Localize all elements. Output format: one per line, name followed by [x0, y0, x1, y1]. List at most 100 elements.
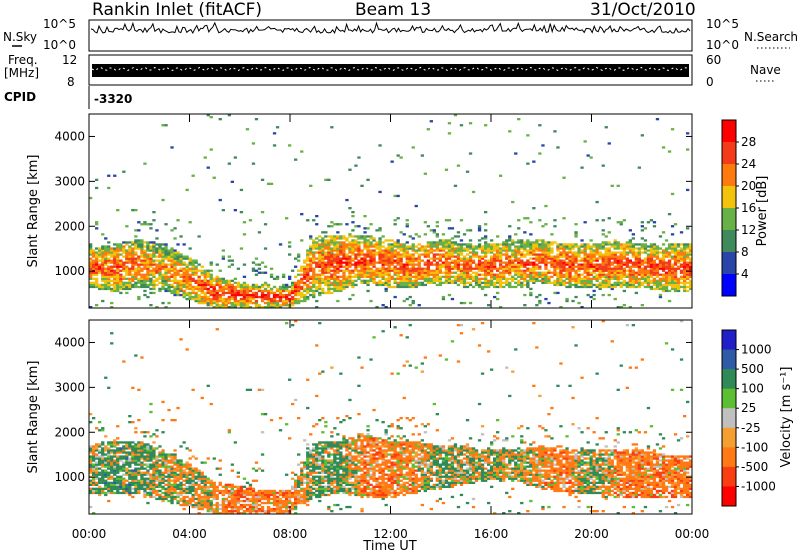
heatmap-cell — [173, 273, 177, 276]
heatmap-cell — [98, 477, 102, 480]
heatmap-cell — [471, 190, 476, 194]
heatmap-cell — [640, 277, 644, 280]
heatmap-cell — [342, 275, 346, 278]
heatmap-cell — [363, 269, 367, 272]
heatmap-cell — [559, 243, 563, 246]
heatmap-cell — [526, 259, 530, 262]
heatmap-cell — [137, 271, 141, 274]
heatmap-cell — [583, 279, 587, 282]
heatmap-cell — [89, 447, 93, 450]
heatmap-cell — [634, 261, 638, 264]
heatmap-cell — [194, 297, 198, 301]
heatmap-cell — [116, 249, 120, 252]
heatmap-cell — [188, 465, 192, 468]
heatmap-cell — [95, 269, 99, 272]
heatmap-cell — [676, 261, 681, 264]
heatmap-cell — [194, 261, 198, 264]
heatmap-cell — [369, 249, 373, 252]
heatmap-cell — [128, 489, 132, 493]
heatmap-cell — [462, 233, 467, 236]
heatmap-cell — [511, 241, 515, 244]
heatmap-cell — [435, 245, 439, 248]
heatmap-cell — [194, 497, 198, 501]
heatmap-cell — [125, 291, 129, 295]
heatmap-cell — [583, 255, 587, 258]
heatmap-cell — [637, 267, 641, 270]
heatmap-cell — [303, 287, 307, 291]
heatmap-cell — [616, 275, 620, 278]
heatmap-cell — [206, 487, 210, 490]
heatmap-cell — [110, 441, 114, 444]
heatmap-cell — [646, 261, 651, 264]
heatmap-cell — [676, 265, 681, 268]
heatmap-cell — [616, 257, 620, 260]
heatmap-cell — [508, 130, 512, 133]
heatmap-cell — [423, 271, 427, 274]
heatmap-cell — [336, 271, 340, 274]
heatmap-cell — [538, 253, 542, 256]
heatmap-cell — [158, 251, 162, 254]
heatmap-cell — [592, 263, 596, 266]
heatmap-cell — [89, 421, 93, 424]
heatmap-cell — [517, 267, 521, 270]
heatmap-cell — [399, 271, 403, 274]
heatmap-cell — [324, 277, 328, 280]
heatmap-cell — [508, 247, 512, 250]
heatmap-cell — [194, 273, 198, 276]
heatmap-cell — [459, 269, 464, 272]
heatmap-cell — [444, 241, 449, 244]
heatmap-cell — [414, 273, 418, 276]
heatmap-cell — [360, 259, 364, 262]
heatmap-cell — [300, 267, 304, 270]
heatmap-cell — [227, 285, 231, 289]
heatmap-cell — [565, 255, 569, 258]
heatmap-cell — [143, 491, 147, 495]
heatmap-cell — [315, 237, 319, 240]
heatmap-cell — [291, 281, 295, 284]
heatmap-cell — [667, 261, 672, 264]
heatmap-cell — [664, 287, 669, 291]
heatmap-cell — [408, 273, 412, 276]
heatmap-cell — [143, 285, 147, 289]
heatmap-cell — [167, 301, 171, 305]
heatmap-cell — [372, 257, 376, 260]
heatmap-cell — [125, 453, 129, 456]
heatmap-cell — [149, 245, 153, 248]
heatmap-cell — [441, 245, 446, 248]
heatmap-cell — [89, 271, 93, 274]
heatmap-cell — [523, 283, 527, 287]
heatmap-cell — [92, 271, 96, 274]
heatmap-cell — [107, 489, 111, 493]
heatmap-cell — [378, 247, 382, 250]
heatmap-cell — [309, 237, 313, 240]
heatmap-cell — [297, 259, 301, 262]
heatmap-cell — [372, 279, 376, 282]
heatmap-cell — [471, 285, 476, 289]
heatmap-cell — [643, 243, 648, 246]
heatmap-cell — [417, 281, 421, 284]
heatmap-cell — [384, 267, 388, 270]
heatmap-cell — [137, 269, 141, 272]
heatmap-cell — [686, 247, 690, 250]
heatmap-cell — [321, 253, 325, 256]
heatmap-cell — [167, 267, 171, 270]
heatmap-cell — [176, 406, 180, 410]
heatmap-cell — [372, 261, 376, 264]
heatmap-cell — [390, 275, 394, 278]
heatmap-cell — [155, 435, 159, 438]
heatmap-cell — [390, 277, 394, 280]
heatmap-cell — [372, 253, 376, 256]
heatmap-cell — [574, 271, 578, 274]
heatmap-cell — [101, 299, 105, 303]
heatmap-cell — [95, 481, 99, 484]
heatmap-cell — [176, 499, 180, 503]
heatmap-cell — [435, 253, 439, 256]
heatmap-cell — [468, 277, 473, 280]
heatmap-cell — [233, 299, 237, 303]
heatmap-cell — [399, 247, 403, 250]
heatmap-cell — [161, 124, 165, 127]
heatmap-cell — [393, 261, 397, 264]
heatmap-cell — [167, 495, 171, 499]
heatmap-cell — [574, 255, 578, 258]
heatmap-cell — [200, 396, 204, 400]
